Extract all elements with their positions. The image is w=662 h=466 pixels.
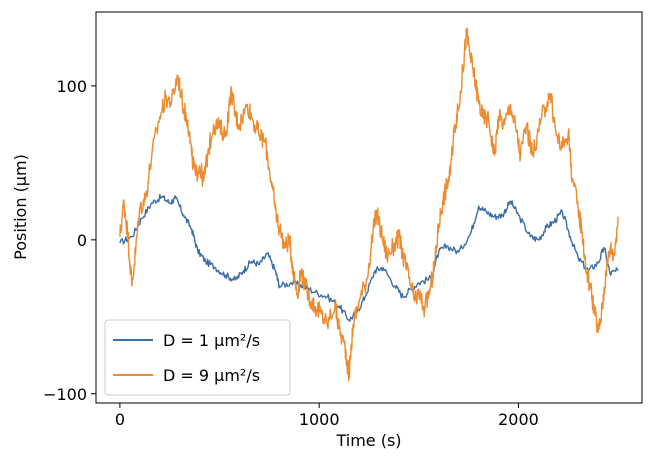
y-axis-ticks: −100 0 100 bbox=[43, 77, 96, 404]
series-line-d9 bbox=[119, 27, 619, 382]
legend-box bbox=[104, 319, 291, 396]
legend-label-d9: D = 9 μm²/s bbox=[163, 366, 260, 385]
series-layer bbox=[119, 27, 619, 382]
y-tick-label: 100 bbox=[56, 77, 87, 96]
x-axis-label: Time (s) bbox=[335, 431, 401, 450]
x-axis-ticks: 0 1000 2000 bbox=[115, 403, 539, 429]
y-tick-label: −100 bbox=[43, 385, 87, 404]
series-line-d1 bbox=[119, 193, 619, 322]
y-axis-label: Position (μm) bbox=[11, 154, 30, 260]
y-tick-label: 0 bbox=[77, 231, 87, 250]
x-tick-label: 1000 bbox=[299, 410, 340, 429]
legend-label-d1: D = 1 μm²/s bbox=[163, 331, 260, 350]
x-tick-label: 0 bbox=[115, 410, 125, 429]
x-tick-label: 2000 bbox=[498, 410, 539, 429]
legend: D = 1 μm²/s D = 9 μm²/s bbox=[104, 319, 291, 396]
plot-frame bbox=[95, 11, 643, 404]
